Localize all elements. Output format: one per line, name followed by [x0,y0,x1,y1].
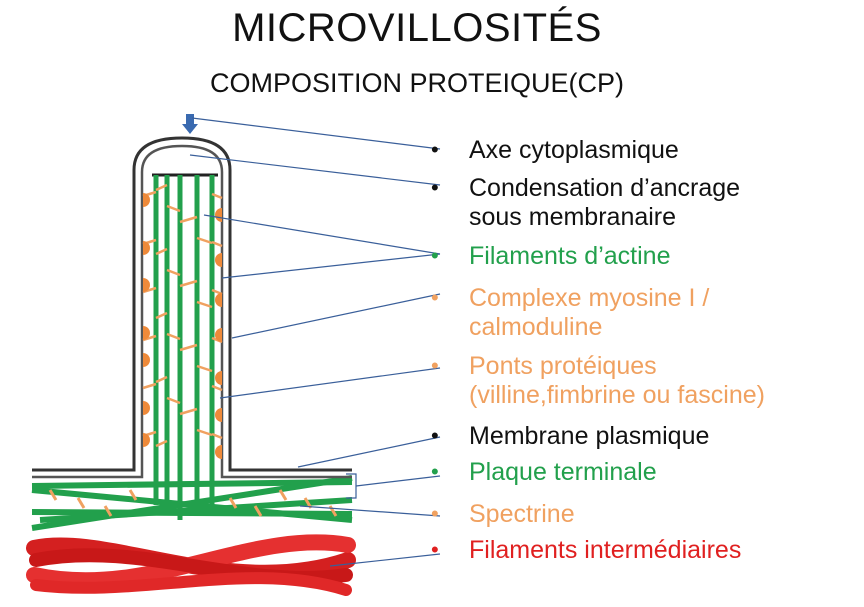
protein-bridge [155,183,168,192]
leader-lines [189,117,441,567]
lateral-bridge [211,240,223,248]
legend-label: Condensation d’ancrage [469,174,741,202]
myosin-complex [143,193,150,207]
intermediate-filaments [26,534,356,596]
bullet-icon: • [431,353,439,378]
protein-bridge [179,343,198,352]
leader-line-actin-1 [203,214,441,255]
protein-bridge [179,279,198,288]
plasma-membrane-outer [32,136,352,472]
lateral-bridge [211,384,223,392]
legend-label: Complexe myosine I / [469,284,710,312]
protein-bridge [166,268,181,277]
plasma-membrane-inner [32,144,352,479]
leader-line-intermediate [329,553,441,567]
legend-label: (villine,fimbrine ou fascine) [469,381,765,409]
legend-label: Membrane plasmique [469,422,710,450]
bullet-icon: • [431,501,439,526]
myosin-complex [215,293,222,307]
leader-line-membrane [297,436,441,468]
legend-label: Spectrine [469,500,575,528]
actin-bundle [153,175,215,520]
leader-line-axis [191,117,441,150]
protein-bridge [166,396,181,405]
protein-bridge [196,236,213,245]
intermediate-filament [30,572,352,596]
myosin-complex [143,241,150,255]
protein-bridge [155,247,168,256]
diagram-title: MICROVILLOSITÉS [232,6,602,50]
leader-line-spectrin [299,505,441,517]
lateral-bridge [211,432,223,440]
protein-bridge [155,439,168,448]
bullet-icon: • [431,537,439,562]
myosin-complex [143,278,150,292]
spectrin-link [253,505,263,517]
bullet-icon: • [431,423,439,448]
legend-label: Filaments intermédiaires [469,536,742,564]
diagram-subtitle: COMPOSITION PROTEIQUE(CP) [209,68,625,98]
myosin-complex [143,433,150,447]
arrow-shaft [186,114,194,124]
leader-line-myosin [231,293,441,339]
protein-bridge [155,311,168,320]
legend-label: Axe cytoplasmique [469,136,679,164]
myosin-complexes [143,193,222,459]
protein-bridge [179,407,198,416]
myosin-complex [143,401,150,415]
myosin-complex [215,408,222,422]
lateral-bridge [142,382,157,390]
leader-line-bridges [219,367,441,399]
protein-bridge [155,375,168,384]
lateral-bridge [211,192,223,200]
terminal-web-filament [31,487,353,523]
spectrin-link [128,489,138,501]
spectrin-link [278,489,288,501]
legend-label: sous membranaire [469,203,677,231]
myosin-complex [215,208,222,222]
spectrin-link [76,497,86,509]
spectrin-link [103,505,113,517]
leader-line-terminal-web [355,475,441,487]
arrow-head [182,124,198,134]
bullet-icon: • [431,175,439,200]
legend-label: Ponts protéiques [469,352,657,380]
myosin-complex [143,326,150,340]
protein-bridge [179,215,198,224]
terminal-web [31,475,353,531]
myosin-complex [215,371,222,385]
legend-label: calmoduline [469,313,603,341]
protein-bridge [196,364,213,373]
spectrin-link [228,497,238,509]
legend-label: Filaments d’actine [469,242,671,270]
leader-line-actin-2 [221,253,441,279]
protein-bridge [166,332,181,341]
protein-bridge [196,428,213,437]
bullet-icon: • [431,459,439,484]
spectrin-link [48,489,58,501]
myosin-complex [215,328,222,342]
bullet-icon: • [431,285,439,310]
leader-line-anchoring [189,154,441,186]
bullet-icon: • [431,137,439,162]
myosin-complex [215,445,222,459]
myosin-complex [215,253,222,267]
terminal-web-filament [39,497,353,523]
protein-bridge [166,204,181,213]
terminal-web-filament [31,479,353,489]
down-arrow-icon [182,114,198,134]
myosin-complex [143,353,150,367]
legend-label: Plaque terminale [469,458,657,486]
bullet-icon: • [431,243,439,268]
protein-bridge [196,300,213,309]
